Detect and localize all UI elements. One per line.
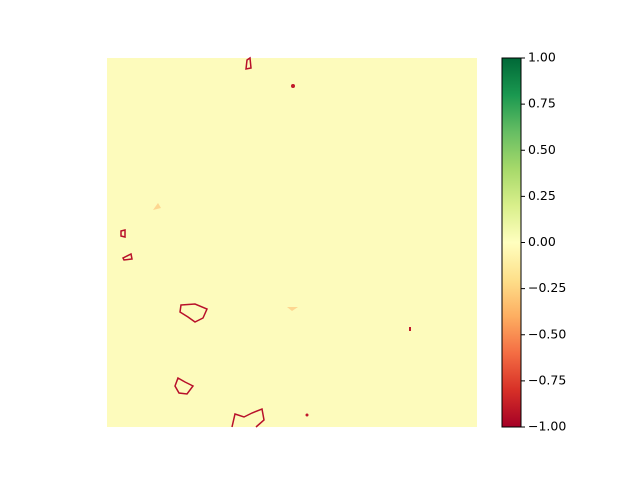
colorbar-tick-label: −0.75 — [528, 372, 566, 387]
colorbar-tick-label: 0.25 — [528, 188, 556, 203]
colorbar-tick-label: 1.00 — [528, 50, 556, 65]
low-value-regions — [120, 56, 265, 428]
low-value-spot — [291, 84, 295, 88]
colorbar-tick-label: −0.50 — [528, 326, 566, 341]
mid-value-region — [287, 307, 298, 311]
colorbar-tick-label: −1.00 — [528, 419, 566, 434]
colorbar — [502, 58, 521, 427]
colorbar-frame — [501, 57, 522, 428]
image-background — [107, 58, 477, 427]
mid-value-region — [153, 203, 161, 210]
low-value-spot — [305, 413, 309, 417]
colorbar-tick-label: 0.50 — [528, 142, 556, 157]
colorbar-tick-label: 0.75 — [528, 96, 556, 111]
low-value-spot — [409, 327, 411, 331]
colorbar-tick-label: 0.00 — [528, 234, 556, 249]
heatmap-image — [107, 56, 477, 428]
colorbar-tick-label: −0.25 — [528, 280, 566, 295]
